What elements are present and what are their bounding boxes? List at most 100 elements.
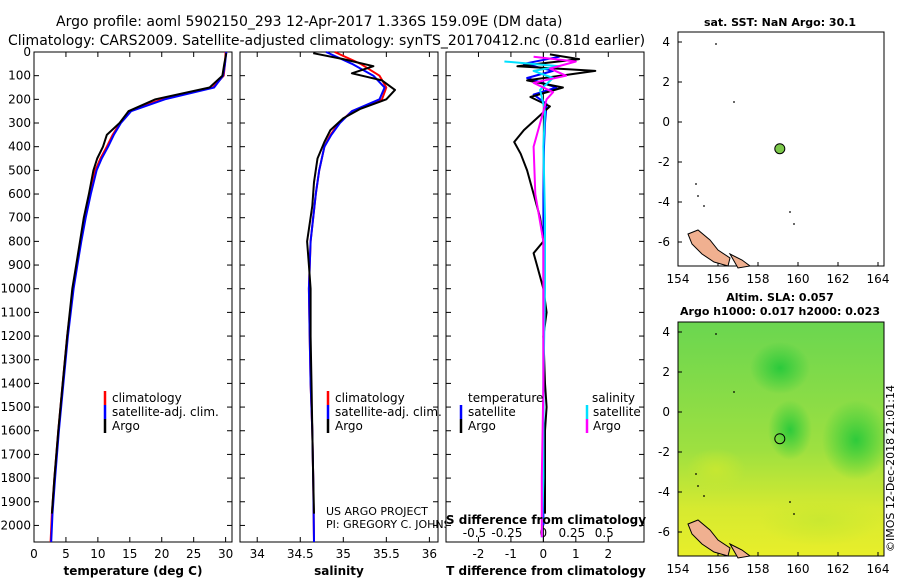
x-tick-label-secondary: -0.5 <box>463 526 486 540</box>
atoll-dot <box>715 333 717 335</box>
sla-map-axes: 154 156 158 160 162 164 4 2 0 -2 -4 -6 <box>658 325 889 576</box>
y-tick-label: 400 <box>8 140 31 154</box>
difference-legend: temperature satellite Argo salinity sate… <box>459 391 641 433</box>
map-x-tick-label: 156 <box>707 272 730 286</box>
atoll-dot <box>703 205 705 207</box>
y-tick-label: 2000 <box>0 518 31 532</box>
x-tick-label: 0 <box>540 547 548 561</box>
x-tick-label-secondary: 0.5 <box>595 526 614 540</box>
x-tick-label: 15 <box>122 547 137 561</box>
diff-legend-t-argo: Argo <box>468 419 496 433</box>
map-x-tick-label: 160 <box>787 562 810 576</box>
atoll-dot <box>789 501 791 503</box>
x-tick-label: -1 <box>505 547 517 561</box>
temperature-panel: 0 5 10 15 20 25 300100200300400500600700800900… <box>0 45 233 578</box>
y-tick-label: 1100 <box>0 305 31 319</box>
island-landmass <box>687 229 731 267</box>
temperature-x-label: temperature (deg C) <box>64 564 203 578</box>
sla-map-title-2: Argo h1000: 0.017 h2000: 0.023 <box>680 305 880 318</box>
atoll-dot <box>695 183 697 185</box>
series-s-argo-line <box>532 55 577 538</box>
y-tick-label: 600 <box>8 187 31 201</box>
sal-legend-argo-label: Argo <box>335 419 363 433</box>
diff-legend-salinity-title: salinity <box>592 391 635 405</box>
legend-satellite-label: satellite-adj. clim. <box>112 405 219 419</box>
map-x-tick-label: 162 <box>827 562 850 576</box>
pi-credit: PI: GREGORY C. JOHNSON <box>326 518 467 531</box>
sla-map-title-1: Altim. SLA: 0.057 <box>726 291 833 304</box>
y-tick-label: 1800 <box>0 471 31 485</box>
y-tick-label: 1500 <box>0 400 31 414</box>
header-line-1: Argo profile: aoml 5902150_293 12-Apr-20… <box>56 14 563 30</box>
atoll-dot <box>733 391 735 393</box>
y-tick-label: 1300 <box>0 353 31 367</box>
sst-map-panel: sat. SST: NaN Argo: 30.1 154 156 158 160 162… <box>658 16 889 286</box>
x-tick-label: -2 <box>472 547 484 561</box>
project-credit: US ARGO PROJECT <box>326 505 428 518</box>
map-y-tick-label: -6 <box>658 525 670 539</box>
map-y-tick-label: 0 <box>662 115 670 129</box>
legend-argo-label: Argo <box>112 419 140 433</box>
legend-climatology-label: climatology <box>112 391 182 405</box>
sal-legend-satellite-label: satellite-adj. clim. <box>335 405 442 419</box>
diff-legend-temperature-title: temperature <box>468 391 543 405</box>
salinity-x-label: salinity <box>314 564 364 578</box>
float-position-marker <box>774 433 786 445</box>
map-y-tick-label: 4 <box>662 35 670 49</box>
x-tick-label: 10 <box>90 547 105 561</box>
salinity-legend: climatology satellite-adj. clim. Argo <box>326 391 442 433</box>
map-y-tick-label: -4 <box>658 195 670 209</box>
y-tick-label: 100 <box>8 69 31 83</box>
map-y-tick-label: 2 <box>662 75 670 89</box>
atoll-dot <box>733 101 735 103</box>
x-tick-label: 5 <box>62 547 70 561</box>
x-tick-label: 36 <box>422 547 437 561</box>
sst-map-axes: 154 156 158 160 162 164 4 2 0 -2 -4 -6 <box>658 35 889 286</box>
salinity-panel: 34 34.5 35 35.5 36 salinity climatology sate… <box>239 51 467 578</box>
map-y-tick-label: -4 <box>658 485 670 499</box>
t-difference-label: T difference from climatology <box>446 564 646 578</box>
y-tick-label: 1700 <box>0 447 31 461</box>
y-tick-label: 1000 <box>0 282 31 296</box>
diff-legend-s-satellite: satellite <box>593 405 641 419</box>
y-tick-label: 500 <box>8 163 31 177</box>
y-tick-label: 300 <box>8 116 31 130</box>
map-x-tick-label: 158 <box>747 562 770 576</box>
map-x-tick-label: 156 <box>707 562 730 576</box>
x-tick-label: 20 <box>154 547 169 561</box>
x-tick-label-secondary: -0.25 <box>491 526 522 540</box>
island-landmass <box>687 519 731 557</box>
atoll-dot <box>793 513 795 515</box>
y-tick-label: 900 <box>8 258 31 272</box>
atoll-dot <box>793 223 795 225</box>
map-y-tick-label: -6 <box>658 235 670 249</box>
y-tick-label: 1600 <box>0 424 31 438</box>
diff-legend-s-argo: Argo <box>593 419 621 433</box>
sst-map-title: sat. SST: NaN Argo: 30.1 <box>704 16 856 29</box>
temperature-axes: 0 5 10 15 20 25 300100200300400500600700800900… <box>0 45 233 561</box>
map-x-tick-label: 162 <box>827 272 850 286</box>
y-tick-label: 0 <box>23 45 31 59</box>
y-tick-label: 800 <box>8 234 31 248</box>
x-tick-label: 2 <box>604 547 612 561</box>
y-tick-label: 1200 <box>0 329 31 343</box>
map-x-tick-label: 164 <box>867 562 890 576</box>
series-t-argo-line <box>513 53 597 514</box>
temperature-legend: climatology satellite-adj. clim. Argo <box>103 391 219 433</box>
sla-heatmap <box>678 322 890 556</box>
map-x-tick-label: 154 <box>667 562 690 576</box>
float-position-marker <box>774 143 786 155</box>
atoll-dot <box>697 485 699 487</box>
x-tick-label-secondary: 0.25 <box>558 526 585 540</box>
atoll-dot <box>789 211 791 213</box>
map-y-tick-label: -2 <box>658 155 670 169</box>
x-tick-label: 30 <box>218 547 233 561</box>
map-y-tick-label: 2 <box>662 365 670 379</box>
x-tick-label: 35 <box>336 547 351 561</box>
map-y-tick-label: 0 <box>662 405 670 419</box>
map-y-tick-label: -2 <box>658 445 670 459</box>
map-x-tick-label: 160 <box>787 272 810 286</box>
imos-watermark: ©IMOS 12-Dec-2018 21:01:14 <box>884 385 897 552</box>
island-landmass <box>728 252 752 269</box>
